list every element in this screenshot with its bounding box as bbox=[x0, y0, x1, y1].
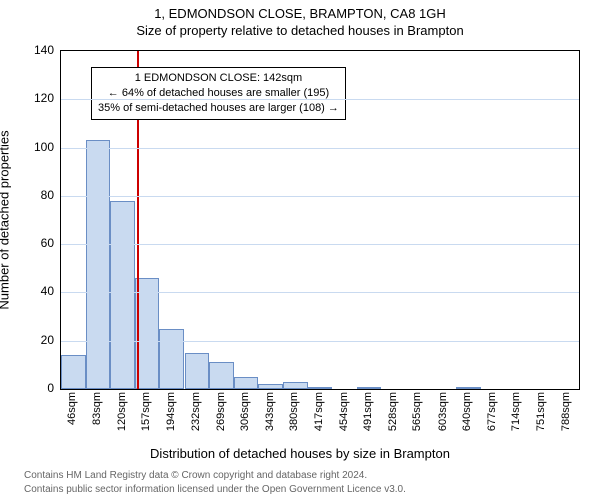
y-tick-label: 80 bbox=[14, 188, 54, 202]
x-tick-label: 714sqm bbox=[510, 392, 522, 431]
chart-container: 1, EDMONDSON CLOSE, BRAMPTON, CA8 1GH Si… bbox=[0, 0, 600, 500]
x-tick-label: 677sqm bbox=[486, 392, 498, 431]
x-tick-label: 83sqm bbox=[91, 392, 103, 425]
x-tick-label: 751sqm bbox=[535, 392, 547, 431]
y-tick-label: 0 bbox=[14, 381, 54, 395]
y-tick-label: 140 bbox=[14, 43, 54, 57]
x-tick-label: 491sqm bbox=[362, 392, 374, 431]
histogram-bar bbox=[110, 201, 135, 389]
y-tick-label: 100 bbox=[14, 140, 54, 154]
x-tick-label: 528sqm bbox=[387, 392, 399, 431]
histogram-bar bbox=[258, 384, 283, 389]
x-tick-label: 157sqm bbox=[140, 392, 152, 431]
histogram-bar bbox=[456, 387, 481, 389]
annotation-line-3: 35% of semi-detached houses are larger (… bbox=[98, 101, 339, 116]
x-tick-label: 380sqm bbox=[288, 392, 300, 431]
gridline bbox=[61, 341, 579, 342]
y-axis-ticks: 020406080100120140 bbox=[0, 50, 56, 390]
x-tick-label: 343sqm bbox=[264, 392, 276, 431]
histogram-bar bbox=[308, 387, 333, 389]
x-axis-label: Distribution of detached houses by size … bbox=[0, 446, 600, 461]
x-tick-label: 120sqm bbox=[116, 392, 128, 431]
x-tick-label: 640sqm bbox=[461, 392, 473, 431]
gridline bbox=[61, 292, 579, 293]
x-tick-label: 306sqm bbox=[239, 392, 251, 431]
histogram-bar bbox=[185, 353, 210, 389]
histogram-bar bbox=[234, 377, 259, 389]
histogram-bar bbox=[357, 387, 382, 389]
footer-text-1: Contains HM Land Registry data © Crown c… bbox=[24, 470, 367, 481]
plot-area: 1 EDMONDSON CLOSE: 142sqm ← 64% of detac… bbox=[60, 50, 580, 390]
histogram-bar bbox=[159, 329, 184, 389]
x-tick-label: 788sqm bbox=[560, 392, 572, 431]
x-tick-label: 232sqm bbox=[190, 392, 202, 431]
x-tick-label: 194sqm bbox=[165, 392, 177, 431]
x-tick-label: 565sqm bbox=[411, 392, 423, 431]
gridline bbox=[61, 244, 579, 245]
x-tick-label: 454sqm bbox=[338, 392, 350, 431]
chart-title-main: 1, EDMONDSON CLOSE, BRAMPTON, CA8 1GH bbox=[0, 0, 600, 21]
histogram-bar bbox=[209, 362, 234, 389]
y-tick-label: 60 bbox=[14, 236, 54, 250]
gridline bbox=[61, 99, 579, 100]
y-tick-label: 20 bbox=[14, 333, 54, 347]
histogram-bar bbox=[61, 355, 86, 389]
x-tick-label: 269sqm bbox=[215, 392, 227, 431]
annotation-box: 1 EDMONDSON CLOSE: 142sqm ← 64% of detac… bbox=[91, 67, 346, 120]
x-tick-label: 603sqm bbox=[437, 392, 449, 431]
y-tick-label: 120 bbox=[14, 91, 54, 105]
histogram-bar bbox=[86, 140, 111, 389]
x-axis-ticks: 46sqm 83sqm 120sqm 157sqm 194sqm 232sqm 269sqm… bbox=[60, 390, 580, 446]
gridline bbox=[61, 148, 579, 149]
gridline bbox=[61, 196, 579, 197]
footer-text-2: Contains public sector information licen… bbox=[24, 484, 406, 495]
annotation-line-1: 1 EDMONDSON CLOSE: 142sqm bbox=[98, 71, 339, 86]
y-tick-label: 40 bbox=[14, 284, 54, 298]
x-tick-label: 417sqm bbox=[313, 392, 325, 431]
x-tick-label: 46sqm bbox=[66, 392, 78, 425]
histogram-bar bbox=[283, 382, 308, 389]
chart-title-sub: Size of property relative to detached ho… bbox=[0, 21, 600, 38]
